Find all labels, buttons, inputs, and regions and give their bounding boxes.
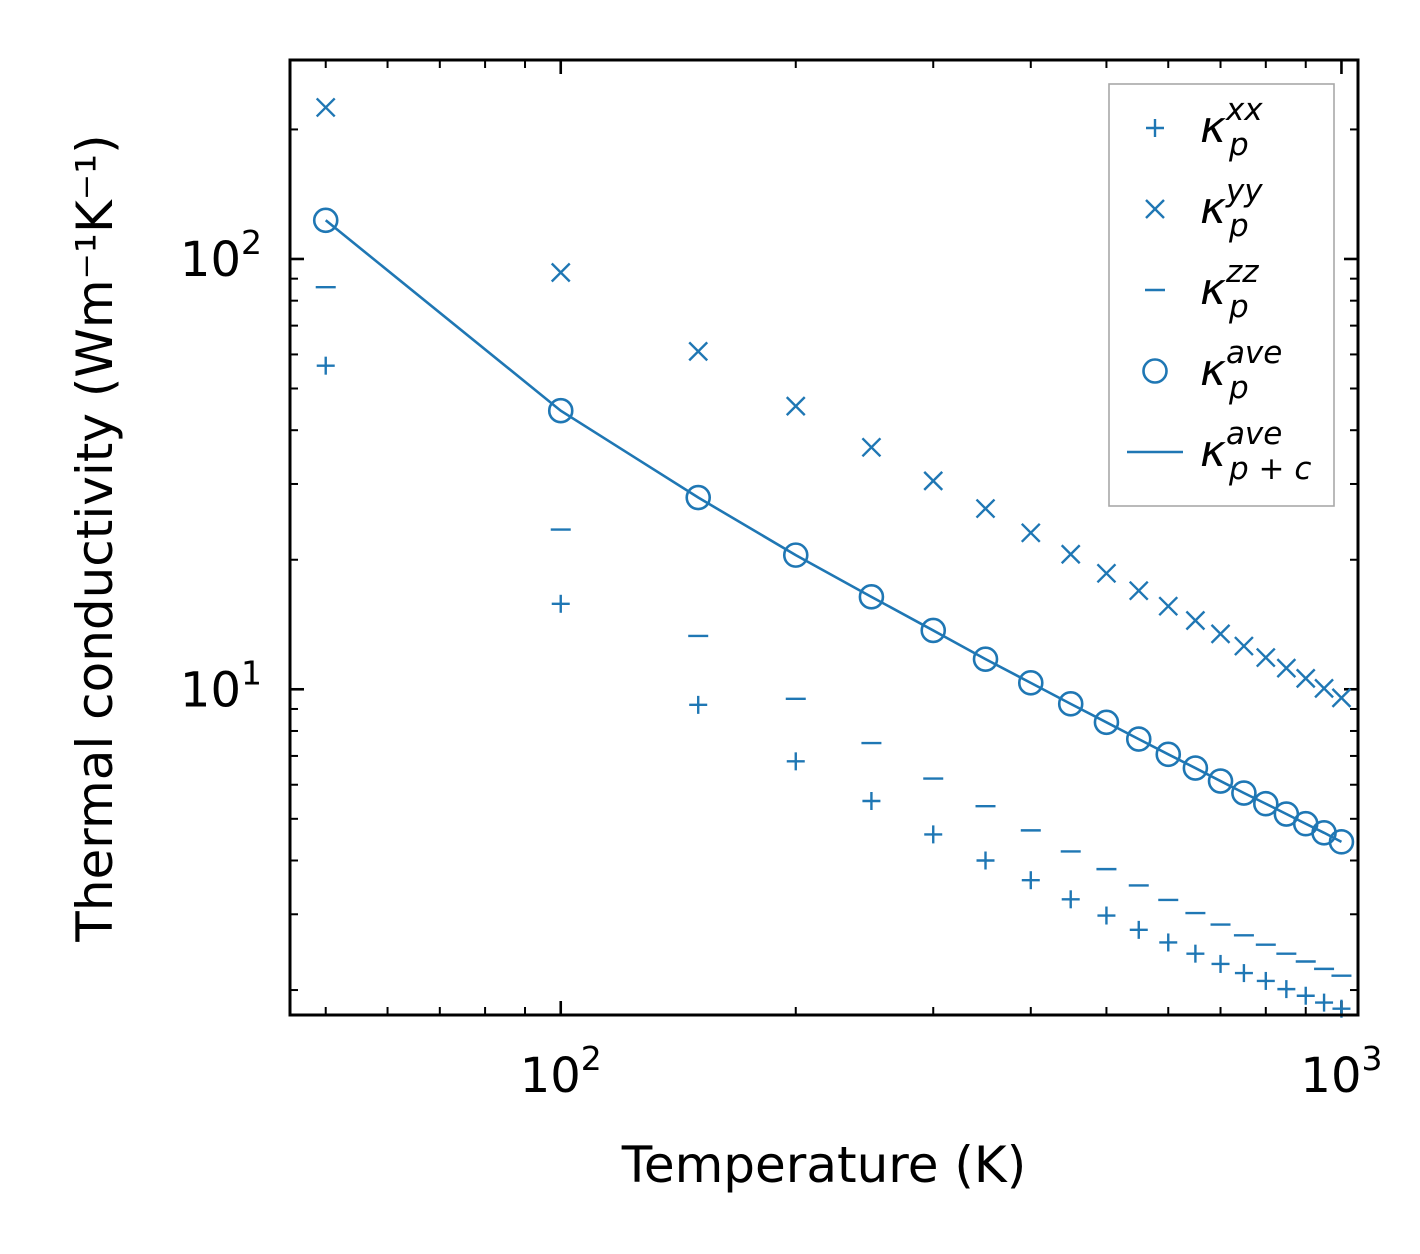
data-point-circle: [920, 617, 947, 644]
data-point-circle: [547, 397, 574, 424]
series-yy-1: [315, 97, 1352, 708]
data-point-circle: [1017, 670, 1044, 696]
legend-item: κave p + c: [1127, 416, 1311, 487]
data-point-circle: [1125, 726, 1152, 752]
data-point-circle: [858, 584, 885, 610]
data-point-plus: [924, 825, 943, 844]
data-point-plus: [1021, 871, 1040, 890]
data-point-plus: [976, 851, 995, 870]
y-axis-label: Thermal conductivity (Wm⁻¹K⁻¹): [66, 134, 124, 942]
x-tick-label: 102: [520, 1039, 602, 1104]
plot-frame: [288, 58, 1360, 1017]
data-point-plus: [1277, 980, 1296, 999]
data-point-plus: [1211, 954, 1230, 973]
data-point-plus: [1256, 971, 1275, 990]
data-point-x: [1158, 596, 1179, 617]
legend: κxx p κyy p κzz p κave p κave p + c: [1108, 83, 1335, 507]
legend-item: κzz p: [1145, 254, 1259, 325]
data-point-x: [1331, 688, 1352, 708]
data-point-x: [1185, 610, 1206, 631]
legend-label: κxx p: [1200, 92, 1263, 163]
data-point-x: [1295, 668, 1316, 689]
y-tick-label: 101: [180, 653, 262, 718]
data-point-x: [315, 97, 336, 118]
data-point-circle: [1057, 691, 1084, 717]
data-point-plus: [1186, 944, 1205, 963]
data-point-x: [1234, 636, 1254, 656]
series-line-kappa-p-c-ave: [324, 219, 1343, 844]
legend-label: κave p: [1200, 335, 1282, 406]
data-point-x: [688, 341, 709, 362]
legend-label: κave p + c: [1200, 416, 1311, 487]
series-ave-4: [324, 219, 1343, 844]
data-point-circle: [1231, 780, 1257, 806]
x-tick-label: 103: [1300, 1039, 1382, 1104]
data-point-x: [1060, 544, 1081, 565]
data-point-x: [1128, 580, 1149, 601]
series-ave-3: [312, 207, 1355, 855]
series-xx-0: [316, 356, 1351, 1018]
data-point-circle: [1093, 709, 1120, 736]
data-point-circle: [1207, 768, 1234, 794]
legend-marker-circle: [1142, 358, 1168, 384]
data-point-plus: [1234, 964, 1253, 983]
data-point-plus: [551, 594, 570, 613]
data-point-x: [785, 396, 806, 416]
x-axis-label: Temperature (K): [621, 1136, 1026, 1194]
plot-area: [312, 97, 1355, 1018]
legend-item: κxx p: [1146, 92, 1263, 163]
data-point-plus: [1061, 890, 1080, 909]
data-point-plus: [316, 356, 335, 375]
data-point-x: [550, 262, 571, 283]
data-point-x: [975, 498, 996, 519]
data-point-plus: [1097, 906, 1116, 925]
legend-label: κyy p: [1200, 173, 1263, 244]
data-point-x: [1020, 522, 1041, 543]
legend-marker-plus: [1146, 119, 1164, 137]
data-point-circle: [1182, 755, 1209, 781]
data-point-plus: [1296, 986, 1315, 1005]
legend-item: κave p: [1142, 335, 1282, 406]
data-point-plus: [689, 695, 708, 714]
data-point-plus: [862, 791, 881, 810]
data-point-plus: [1315, 993, 1334, 1012]
data-point-x: [923, 471, 944, 491]
legend-frame: [1108, 83, 1335, 507]
data-point-x: [861, 437, 882, 458]
data-point-x: [1210, 624, 1231, 644]
legend-marker-x: [1145, 199, 1165, 219]
data-point-circle: [972, 646, 999, 672]
data-point-circle: [1328, 829, 1355, 855]
legend-label: κzz p: [1200, 254, 1259, 325]
y-tick-labels: 101 102: [180, 223, 262, 718]
series-zz-2: [315, 285, 1352, 977]
data-point-circle: [782, 542, 809, 568]
x-tick-labels: 102 103: [520, 1039, 1383, 1104]
data-point-circle: [1155, 741, 1182, 768]
legend-item: κyy p: [1145, 173, 1263, 244]
data-point-circle: [1252, 790, 1279, 817]
y-tick-label: 102: [180, 223, 262, 288]
data-point-circle: [312, 207, 339, 234]
data-point-x: [1096, 563, 1117, 584]
data-point-x: [1255, 647, 1276, 668]
data-point-x: [1314, 678, 1334, 699]
data-point-plus: [1159, 933, 1178, 952]
data-point-x: [1276, 658, 1297, 678]
data-point-plus: [786, 752, 805, 771]
data-point-plus: [1129, 920, 1148, 939]
data-point-circle: [685, 484, 712, 511]
